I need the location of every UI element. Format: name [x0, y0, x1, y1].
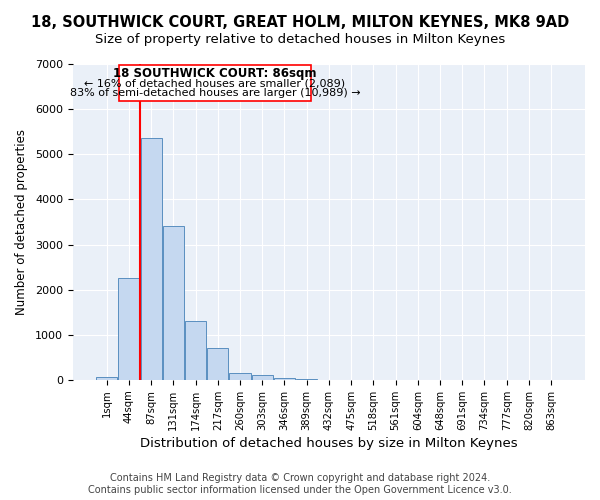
Bar [140, 138, 161, 380]
Bar [274, 378, 295, 380]
Text: 83% of semi-detached houses are larger (10,989) →: 83% of semi-detached houses are larger (… [70, 88, 360, 98]
X-axis label: Distribution of detached houses by size in Milton Keynes: Distribution of detached houses by size … [140, 437, 518, 450]
Bar [118, 278, 139, 380]
Bar [207, 348, 229, 380]
Bar [229, 373, 251, 380]
Text: Size of property relative to detached houses in Milton Keynes: Size of property relative to detached ho… [95, 32, 505, 46]
FancyBboxPatch shape [119, 66, 311, 101]
Bar [185, 322, 206, 380]
Text: Contains HM Land Registry data © Crown copyright and database right 2024.
Contai: Contains HM Land Registry data © Crown c… [88, 474, 512, 495]
Text: 18 SOUTHWICK COURT: 86sqm: 18 SOUTHWICK COURT: 86sqm [113, 66, 317, 80]
Text: 18, SOUTHWICK COURT, GREAT HOLM, MILTON KEYNES, MK8 9AD: 18, SOUTHWICK COURT, GREAT HOLM, MILTON … [31, 15, 569, 30]
Bar [251, 376, 273, 380]
Bar [163, 226, 184, 380]
Y-axis label: Number of detached properties: Number of detached properties [15, 129, 28, 315]
Text: ← 16% of detached houses are smaller (2,089): ← 16% of detached houses are smaller (2,… [85, 78, 346, 88]
Bar [96, 378, 117, 380]
